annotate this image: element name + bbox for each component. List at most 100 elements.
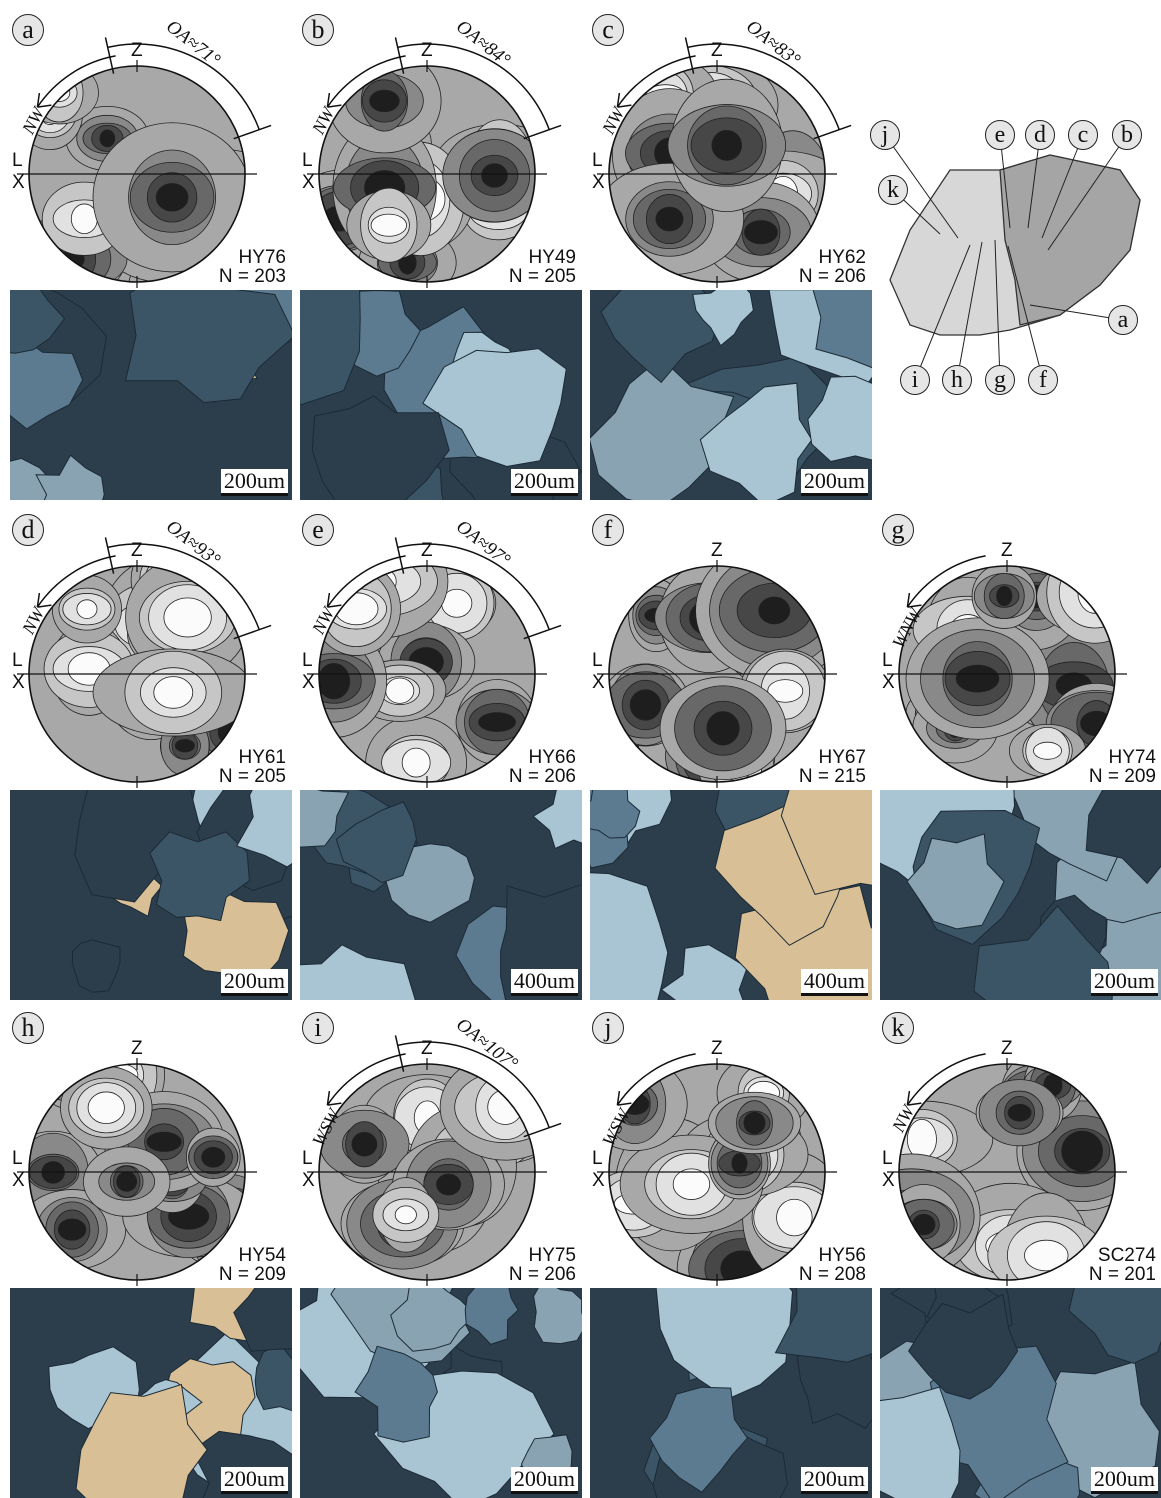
sample-count: N = 208 [799, 1265, 866, 1284]
micrograph: 200um [10, 290, 292, 500]
grain [534, 1288, 582, 1344]
sample-name: HY62 [799, 248, 866, 267]
axis-l-label: L [302, 150, 313, 172]
axis-l-label: L [592, 650, 603, 672]
axis-z-label: Z [1001, 540, 1013, 562]
grain [465, 1288, 518, 1344]
scale-bar: 200um [511, 469, 578, 496]
sample-name: HY74 [1089, 748, 1156, 767]
axis-l-label: L [882, 1148, 893, 1170]
sample-count: N = 205 [219, 767, 286, 786]
axis-z-label: Z [131, 540, 143, 562]
scale-bar: 200um [221, 969, 288, 996]
axis-l-label: L [592, 1148, 603, 1170]
axis-x-label: X [12, 172, 25, 194]
grain [533, 790, 582, 849]
axis-z-label: Z [421, 540, 433, 562]
axis-x-label: X [12, 672, 25, 694]
scale-bar: 200um [801, 1467, 868, 1494]
sample-count: N = 201 [1089, 1265, 1156, 1284]
sample-name: HY67 [799, 748, 866, 767]
scale-bar: 200um [511, 1467, 578, 1494]
sample-count: N = 209 [219, 1265, 286, 1284]
axis-x-label: X [592, 672, 605, 694]
axis-l-label: L [302, 1148, 313, 1170]
axis-z-label: Z [131, 1038, 143, 1060]
micrograph: 400um [300, 790, 582, 1000]
map-label-i: i [900, 365, 930, 395]
map-label-a: a [1108, 305, 1138, 335]
axis-z-label: Z [711, 540, 723, 562]
map-label-e: e [985, 120, 1015, 150]
axis-z-label: Z [421, 40, 433, 62]
sample-count: N = 205 [509, 267, 576, 286]
grain [255, 1344, 292, 1413]
map-label-b: b [1112, 120, 1142, 150]
map-label-g: g [985, 365, 1015, 395]
sample-count: N = 206 [509, 767, 576, 786]
sample-name: HY66 [509, 748, 576, 767]
map-label-k: k [878, 175, 908, 205]
scale-bar: 200um [1091, 1467, 1158, 1494]
axis-x-label: X [302, 1170, 315, 1192]
axis-z-label: Z [711, 40, 723, 62]
sample-name: HY49 [509, 248, 576, 267]
micrograph: 200um [880, 1288, 1161, 1498]
axis-x-label: X [882, 1170, 895, 1192]
scale-bar: 200um [1091, 969, 1158, 996]
eastern-domain [1000, 155, 1140, 325]
micrograph: 400um [590, 790, 872, 1000]
grain [661, 945, 747, 1000]
sample-count: N = 215 [799, 767, 866, 786]
grain [72, 940, 120, 992]
grain [300, 290, 360, 405]
scale-bar: 200um [801, 469, 868, 496]
axis-x-label: X [592, 1170, 605, 1192]
axis-l-label: L [12, 150, 23, 172]
grain [300, 945, 415, 1000]
axis-z-label: Z [421, 1038, 433, 1060]
axis-l-label: L [12, 1148, 23, 1170]
scale-bar: 400um [801, 969, 868, 996]
sample-count: N = 209 [1089, 767, 1156, 786]
axis-x-label: X [12, 1170, 25, 1192]
scale-bar: 400um [511, 969, 578, 996]
grain [10, 341, 83, 429]
axis-x-label: X [302, 172, 315, 194]
sample-name: HY76 [219, 248, 286, 267]
axis-z-label: Z [1001, 1038, 1013, 1060]
micrograph: 200um [300, 290, 582, 500]
grain [656, 1288, 792, 1399]
sample-name: HY54 [219, 1246, 286, 1265]
sample-count: N = 206 [799, 267, 866, 286]
sample-name: HY75 [509, 1246, 576, 1265]
axis-l-label: L [12, 650, 23, 672]
axis-x-label: X [882, 672, 895, 694]
map-label-j: j [870, 120, 900, 150]
micrograph: 200um [590, 290, 872, 500]
axis-x-label: X [592, 172, 605, 194]
sample-name: SC274 [1089, 1246, 1156, 1265]
micrograph: 200um [590, 1288, 872, 1498]
grain [590, 872, 668, 1000]
grain [126, 290, 292, 403]
micrograph: 200um [300, 1288, 582, 1498]
map-label-f: f [1028, 365, 1058, 395]
sample-name: HY56 [799, 1246, 866, 1265]
grain [36, 455, 104, 500]
